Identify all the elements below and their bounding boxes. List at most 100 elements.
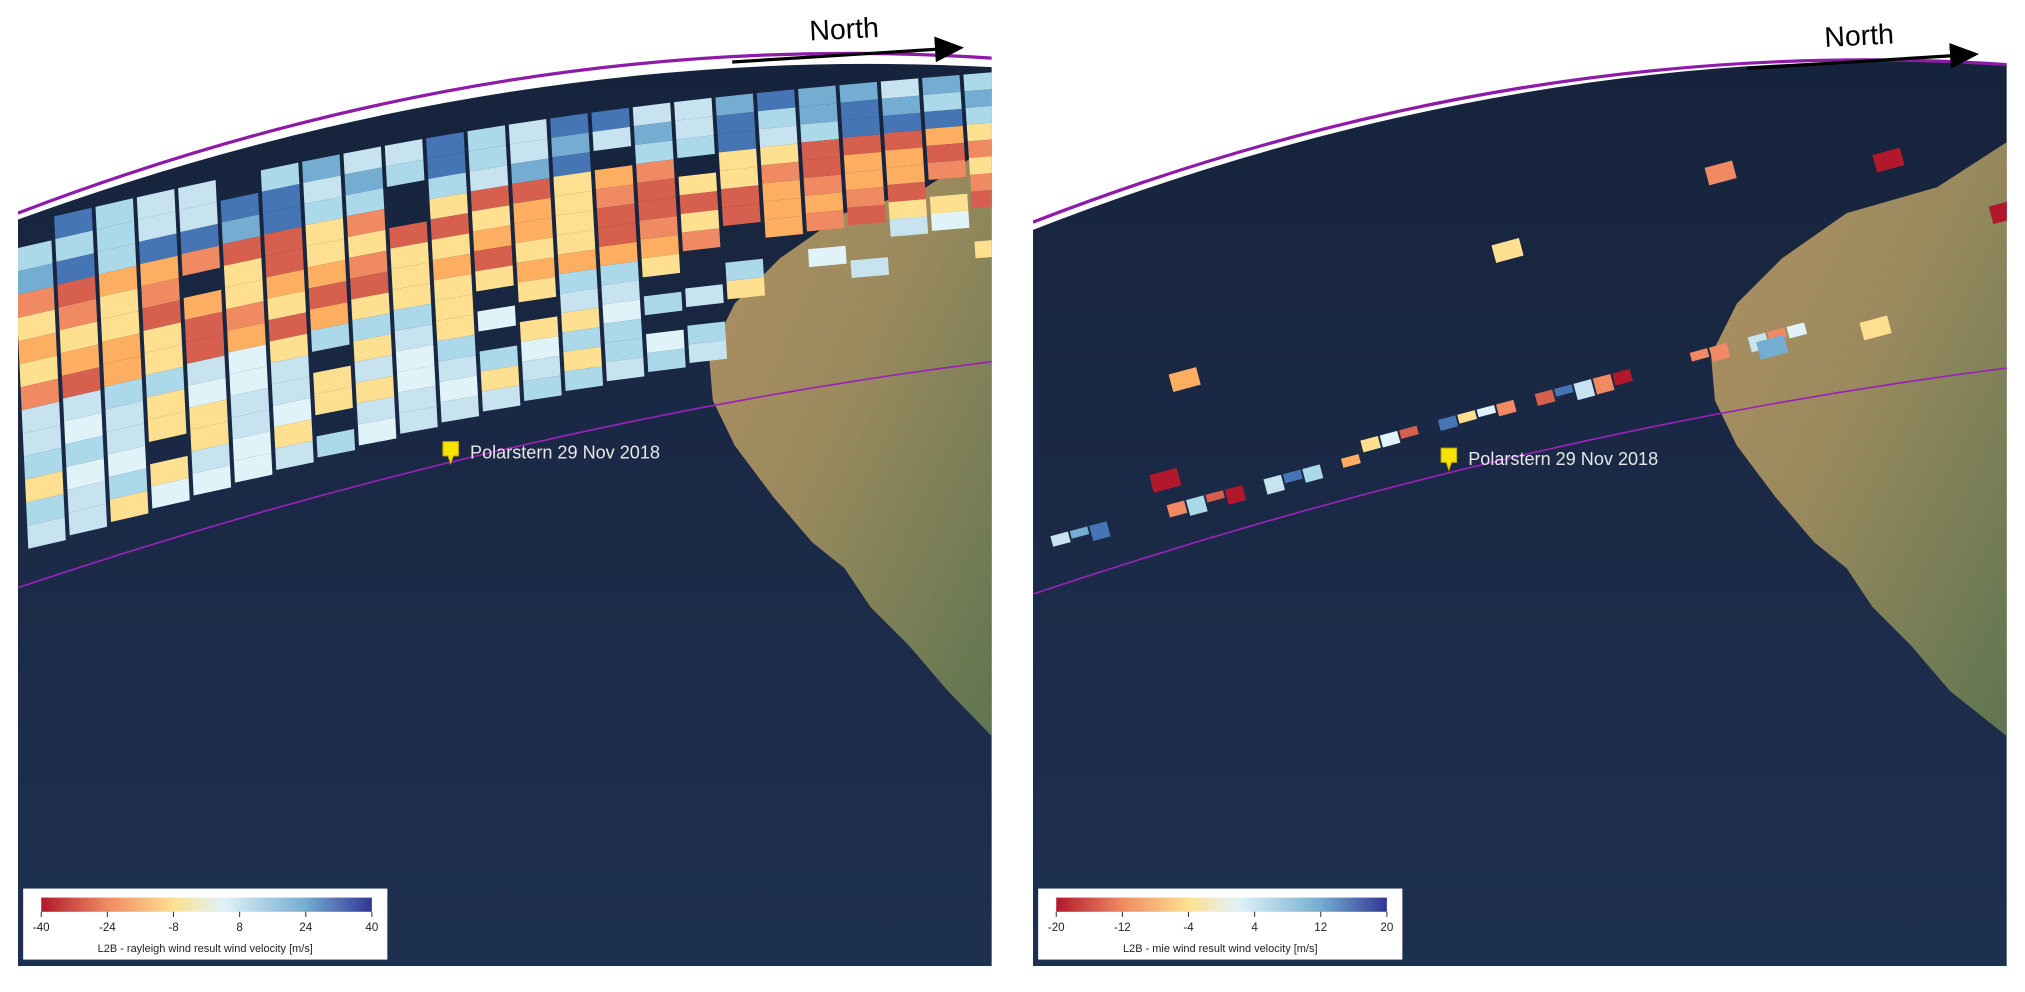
- wind-cell: [26, 494, 65, 526]
- wind-cell: [1185, 495, 1208, 516]
- wind-cell: [68, 503, 108, 536]
- wind-cell: [523, 375, 562, 402]
- wind-cell: [189, 399, 228, 430]
- wind-cell: [350, 271, 389, 300]
- wind-cell: [427, 152, 466, 179]
- wind-cell: [756, 89, 796, 112]
- wind-cell: [187, 355, 226, 386]
- wind-cell: [1050, 531, 1071, 547]
- wind-cell: [641, 253, 681, 278]
- wind-cell: [231, 409, 271, 440]
- wind-cell: [393, 303, 433, 331]
- wind-cell: [316, 429, 356, 458]
- wind-cell: [391, 262, 430, 290]
- north-label: North: [1824, 18, 1895, 54]
- wind-cell: [675, 116, 714, 140]
- wind-cell: [839, 81, 878, 103]
- wind-cell: [685, 284, 724, 308]
- wind-cell: [263, 205, 302, 235]
- wind-cell: [513, 197, 552, 224]
- wind-cell: [637, 178, 676, 202]
- wind-cell: [512, 178, 551, 204]
- wind-cell: [344, 167, 384, 196]
- wind-cell: [605, 357, 645, 382]
- wind-cell: [1166, 500, 1188, 518]
- wind-cell: [105, 400, 145, 432]
- wind-cell: [800, 121, 839, 143]
- wind-cell: [1089, 521, 1111, 542]
- wind-cell: [885, 147, 924, 168]
- ground-track: [18, 360, 992, 589]
- wind-cell: [725, 258, 764, 282]
- wind-cell: [720, 185, 760, 208]
- wind-cell: [309, 302, 349, 331]
- wind-cell: [564, 366, 604, 391]
- wind-cell: [230, 387, 270, 418]
- wind-cell: [55, 230, 94, 262]
- wind-cell: [436, 314, 475, 342]
- wind-cell: [1282, 469, 1303, 484]
- wind-cell: [54, 207, 93, 240]
- wind-cell: [431, 233, 471, 261]
- colorbar-tick-label: 20: [1380, 921, 1393, 934]
- wind-cell: [310, 323, 350, 352]
- wind-cell: [516, 257, 556, 283]
- wind-cell: [178, 179, 217, 211]
- wind-cell: [179, 201, 218, 233]
- marker-label: Polarstern 29 Nov 2018: [1468, 449, 1658, 469]
- wind-cell: [314, 386, 353, 416]
- ground-track: [1033, 367, 2007, 595]
- wind-cell: [1360, 435, 1381, 453]
- wind-cell: [1379, 430, 1401, 448]
- wind-cell: [27, 517, 66, 549]
- wind-cell: [261, 183, 301, 214]
- colorbar-tick-label: 8: [236, 921, 242, 934]
- wind-cell: [305, 217, 345, 247]
- wind-cell: [551, 132, 590, 158]
- marker-label: Polarstern 29 Nov 2018: [470, 442, 660, 462]
- wind-cell: [841, 116, 881, 138]
- wind-cell: [1224, 485, 1247, 505]
- wind-cell: [519, 316, 559, 342]
- wind-cell: [592, 126, 632, 152]
- wind-cell: [1689, 348, 1710, 362]
- map-view: Polarstern 29 Nov 2018 -40 -24 -8 8 24 40 L2B -…: [18, 51, 992, 967]
- north-label: North: [809, 12, 880, 48]
- wind-cell: [313, 365, 352, 395]
- wind-cell: [432, 253, 472, 281]
- wind-cell: [803, 174, 843, 196]
- wind-cell: [430, 213, 470, 240]
- wind-cell: [850, 257, 890, 279]
- wind-cell: [643, 291, 683, 316]
- wind-cell: [840, 99, 880, 121]
- wind-cell: [304, 196, 343, 226]
- colorbar: -40 -24 -8 8 24 40 L2B - rayleigh wind result …: [23, 888, 388, 960]
- wind-cell: [639, 216, 678, 240]
- wind-cell: [598, 222, 637, 247]
- wind-cell: [971, 189, 992, 209]
- wind-cell: [99, 288, 139, 320]
- wind-cell: [886, 164, 925, 186]
- wind-cell: [345, 188, 385, 217]
- north-arrow: [732, 36, 965, 64]
- wind-cell: [1205, 490, 1225, 503]
- wind-cell: [190, 421, 229, 452]
- wind-cell: [389, 221, 428, 249]
- wind-cell: [394, 324, 434, 352]
- wind-cell: [922, 74, 961, 96]
- wind-cell: [1554, 384, 1574, 397]
- wind-cell: [221, 214, 261, 245]
- wind-cell: [722, 203, 761, 226]
- wind-cell: [232, 431, 272, 461]
- wind-cell: [515, 237, 554, 263]
- wind-cell: [926, 142, 966, 163]
- wind-cell: [346, 209, 386, 238]
- wind-cell: [553, 171, 592, 197]
- wind-cell: [601, 280, 640, 305]
- wind-cell: [801, 138, 840, 161]
- wind-cell: [146, 389, 186, 420]
- wind-cell: [968, 156, 992, 175]
- map-view: Polarstern 29 Nov 2018 -20 -12 -4 4 12 20 L2B -…: [1033, 58, 2007, 967]
- wind-cell: [104, 378, 143, 410]
- wind-cell: [470, 185, 510, 212]
